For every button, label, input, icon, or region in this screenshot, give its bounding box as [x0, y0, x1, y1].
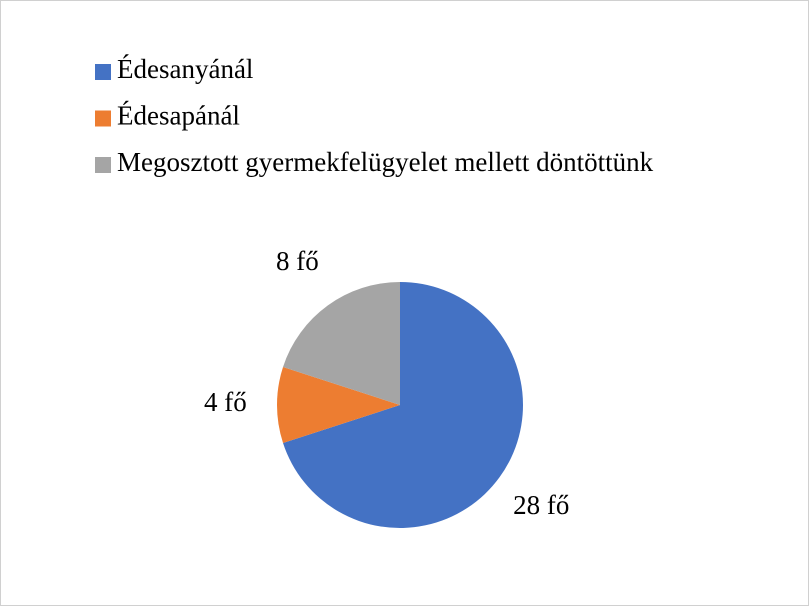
legend-swatch: [95, 157, 111, 173]
pie-slice: [283, 282, 400, 405]
legend-label: Édesanyánál: [117, 54, 253, 84]
pie-slice: [283, 282, 523, 528]
legend-swatch: [95, 64, 111, 80]
legend-swatch: [95, 110, 111, 127]
data-label: 8 fő: [276, 246, 319, 276]
legend-label: Megosztott gyermekfelügyelet mellett dön…: [117, 147, 654, 177]
data-label: 28 fő: [513, 490, 569, 520]
pie-slice: [277, 366, 400, 444]
data-label: 4 fő: [204, 387, 247, 417]
legend-label: Édesapánál: [117, 101, 240, 131]
